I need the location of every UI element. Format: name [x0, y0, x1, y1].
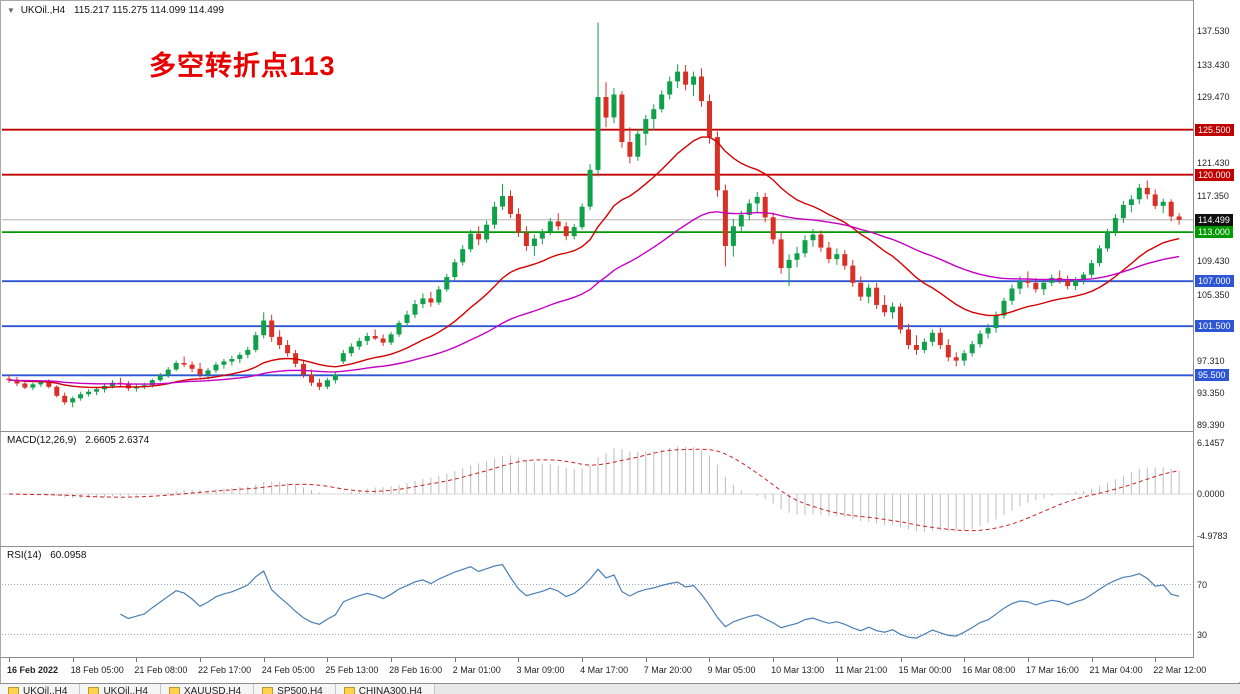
chart-tab-icon	[8, 687, 19, 694]
rsi-tick: 70	[1197, 579, 1208, 590]
price-tick: 137.530	[1197, 26, 1230, 37]
chart-header: ▼ UKOil.,H4 115.217 115.275 114.099 114.…	[7, 5, 224, 16]
time-label: 22 Feb 17:00	[198, 665, 252, 675]
time-axis[interactable]: 16 Feb 2022 18 Feb 05:00 21 Feb 08:00 22 Fe…	[2, 658, 1240, 682]
time-tick-mark	[773, 658, 775, 662]
rsi-value: 60.0958	[50, 550, 87, 561]
macd-tick: 0.0000	[1197, 489, 1225, 500]
price-tick: 120.000	[1195, 168, 1234, 181]
time-tick-mark	[836, 658, 838, 662]
rsi-panel[interactable]: RSI(14) 60.0958	[2, 547, 1193, 657]
chart-tab[interactable]: CHINA300,H4	[335, 684, 436, 694]
price-tick: 129.470	[1197, 92, 1230, 103]
chart-tab-label: XAUUSD,H4	[183, 686, 242, 694]
price-tick: 117.350	[1197, 191, 1229, 202]
rsi-header: RSI(14) 60.0958	[7, 550, 86, 561]
price-tick: 89.390	[1197, 420, 1225, 431]
macd-tick: -4.9783	[1197, 530, 1228, 541]
chart-tab-icon	[343, 687, 355, 694]
time-label: 18 Feb 05:00	[70, 665, 124, 675]
chart-tab[interactable]: SP500,H4	[254, 684, 336, 694]
macd-values: 2.6605 2.6374	[85, 435, 150, 446]
time-label: 17 Mar 16:00	[1025, 665, 1079, 675]
price-tick: 101.500	[1195, 320, 1234, 333]
time-label: 22 Mar 12:00	[1153, 665, 1207, 675]
price-tick: 125.500	[1195, 123, 1234, 136]
chart-tab-icon	[262, 687, 274, 694]
time-label: 11 Mar 21:00	[834, 665, 888, 675]
time-tick-mark	[1155, 658, 1157, 662]
time-tick-mark	[263, 658, 265, 662]
time-label: 2 Mar 01:00	[452, 665, 501, 675]
chart-tab-label: UKOil.,H4	[23, 686, 68, 694]
collapse-chevron-icon[interactable]: ▼	[7, 6, 15, 15]
time-label: 15 Mar 00:00	[898, 665, 952, 675]
chart-tab[interactable]: XAUUSD,H4	[160, 684, 255, 694]
time-tick-mark	[327, 658, 329, 662]
time-label: 4 Mar 17:00	[580, 665, 629, 675]
chart-tab-icon	[168, 687, 180, 694]
price-tick: 93.350	[1197, 387, 1225, 398]
chart-tab-bar: UKOil.,H4 UKOil.,H4 XAUUSD,H4 SP500,H4 CHINA…	[0, 683, 1240, 694]
price-tick: 113.000	[1195, 226, 1233, 239]
price-tick: 121.430	[1197, 158, 1230, 169]
chart-tab-icon	[88, 687, 100, 694]
panel-divider[interactable]	[0, 431, 1240, 432]
rsi-canvas[interactable]	[2, 547, 1193, 657]
chart-tab-label: CHINA300,H4	[358, 686, 423, 694]
main-chart-canvas[interactable]	[2, 2, 1193, 431]
price-tick: 107.000	[1195, 275, 1234, 288]
chart-tab-label: UKOil.,H4	[103, 686, 148, 694]
time-label: 28 Feb 16:00	[389, 665, 443, 675]
time-tick-mark	[709, 658, 711, 662]
time-tick-mark	[72, 658, 74, 662]
price-tick: 105.350	[1197, 289, 1230, 300]
time-label: 24 Feb 05:00	[261, 665, 315, 675]
time-tick-mark	[900, 658, 902, 662]
time-label: 9 Mar 05:00	[707, 665, 756, 675]
current-price-tag: 114.499	[1195, 213, 1233, 226]
panel-divider[interactable]	[0, 546, 1240, 547]
price-tick: 109.430	[1197, 256, 1230, 267]
chart-tab[interactable]: UKOil.,H4	[80, 684, 161, 694]
time-tick-mark	[1027, 658, 1029, 662]
price-tick: 95.500	[1195, 369, 1229, 382]
time-label: 3 Mar 09:00	[516, 665, 565, 675]
time-tick-mark	[200, 658, 202, 662]
time-tick-mark	[136, 658, 138, 662]
macd-header: MACD(12,26,9) 2.6605 2.6374	[7, 435, 149, 446]
symbol-timeframe-label: UKOil.,H4	[20, 5, 66, 16]
macd-label: MACD(12,26,9)	[7, 435, 77, 446]
time-tick-mark	[391, 658, 393, 662]
ohlc-values: 115.217 115.275 114.099 114.499	[73, 5, 224, 16]
rsi-tick: 30	[1197, 629, 1208, 640]
main-chart-panel[interactable]: ▼ UKOil.,H4 115.217 115.275 114.099 114.…	[2, 2, 1193, 431]
time-tick-mark	[454, 658, 456, 662]
time-label: 21 Feb 08:00	[134, 665, 188, 675]
price-axis-border	[1193, 0, 1194, 682]
time-label: 16 Feb 2022	[7, 665, 59, 675]
time-label: 7 Mar 20:00	[643, 665, 692, 675]
time-tick-mark	[582, 658, 584, 662]
time-label: 25 Feb 13:00	[325, 665, 379, 675]
panel-divider	[0, 657, 1240, 658]
price-tick: 97.310	[1197, 355, 1225, 366]
macd-canvas[interactable]	[2, 432, 1193, 546]
price-axis[interactable]: 137.530 133.430 129.470 125.500 121.430 120.0…	[1194, 0, 1240, 682]
time-tick-mark	[1091, 658, 1093, 662]
time-label: 21 Mar 04:00	[1089, 665, 1143, 675]
price-tick: 133.430	[1197, 59, 1230, 70]
time-tick-mark	[964, 658, 966, 662]
chart-tab-label: SP500,H4	[277, 686, 323, 694]
time-tick-mark	[9, 658, 10, 662]
macd-panel[interactable]: MACD(12,26,9) 2.6605 2.6374	[2, 432, 1193, 546]
chart-tab[interactable]: UKOil.,H4	[0, 684, 81, 694]
time-tick-mark	[518, 658, 520, 662]
time-tick-mark	[645, 658, 647, 662]
time-label: 10 Mar 13:00	[771, 665, 825, 675]
macd-tick: 6.1457	[1197, 437, 1225, 448]
chart-annotation-text[interactable]: 多空转折点113	[149, 51, 336, 81]
time-label: 16 Mar 08:00	[962, 665, 1016, 675]
rsi-label: RSI(14)	[7, 550, 42, 561]
